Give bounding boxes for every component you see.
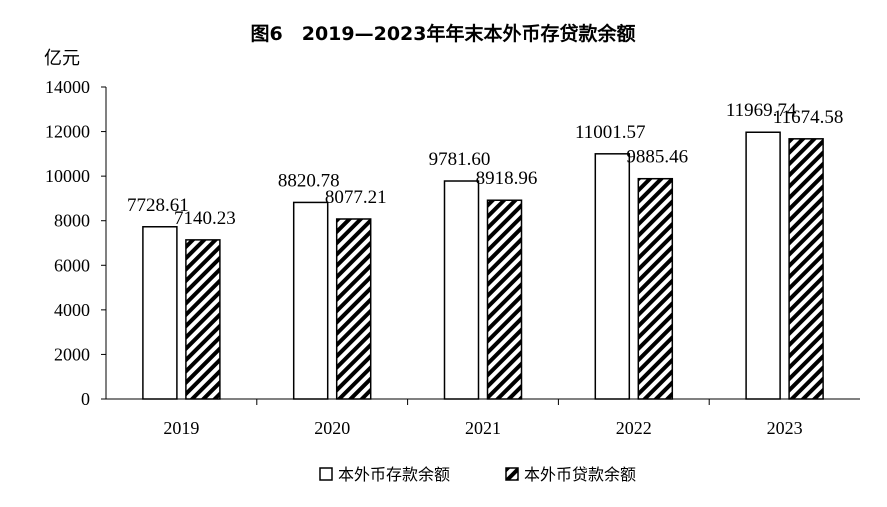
deposit-data-label: 8820.78 [278, 170, 340, 191]
legend-label-deposits: 本外币存款余额 [338, 465, 450, 484]
deposit-data-label: 11001.57 [575, 122, 646, 143]
loan-bar [335, 218, 372, 400]
x-tick-label: 2021 [465, 418, 501, 438]
legend: 本外币存款余额 本外币贷款余额 [319, 465, 636, 484]
y-tick-label: 10000 [45, 166, 90, 186]
loan-data-label: 9885.46 [626, 147, 688, 168]
legend-swatch-deposits [319, 467, 333, 481]
deposit-bar [443, 180, 480, 400]
y-tick-label: 4000 [54, 300, 90, 320]
y-axis-unit-label: 亿元 [44, 48, 80, 69]
deposit-data-label: 11969.74 [726, 100, 797, 121]
tick-labels: 0 2000 4000 6000 8000 10000 12000 14000 2019 2020… [45, 77, 803, 438]
loan-bar [637, 177, 674, 400]
axes [101, 86, 860, 405]
y-tick-label: 2000 [54, 344, 90, 364]
x-tick-label: 2019 [163, 418, 199, 438]
y-tick-label: 8000 [54, 211, 90, 231]
deposit-bar [142, 226, 178, 400]
x-tick-label: 2023 [767, 418, 803, 438]
y-tick-label: 6000 [54, 255, 90, 275]
loan-data-label: 8077.21 [325, 187, 387, 208]
legend-label-loans: 本外币贷款余额 [524, 465, 636, 484]
loan-data-label: 7140.23 [174, 208, 236, 229]
loan-bar [486, 199, 523, 400]
deposit-bar [745, 131, 781, 400]
x-tick-label: 2022 [616, 418, 652, 438]
deposit-data-label: 7728.61 [127, 195, 189, 216]
chart-title: 图6 2019—2023年年末本外币存贷款余额 [251, 22, 636, 45]
y-tick-label: 14000 [45, 77, 90, 97]
bars [142, 131, 824, 400]
legend-swatch-loans [505, 467, 519, 481]
y-tick-label: 12000 [45, 122, 90, 142]
x-tick-label: 2020 [314, 418, 350, 438]
deposit-bar [292, 201, 329, 400]
y-tick-label: 0 [81, 389, 90, 409]
loan-bar [185, 239, 221, 400]
loan-bar [788, 138, 824, 400]
loan-data-label: 8918.96 [476, 168, 538, 189]
deposit-bar [594, 153, 631, 400]
loan-data-label: 11674.58 [773, 107, 844, 128]
deposit-data-label: 9781.60 [429, 149, 491, 170]
